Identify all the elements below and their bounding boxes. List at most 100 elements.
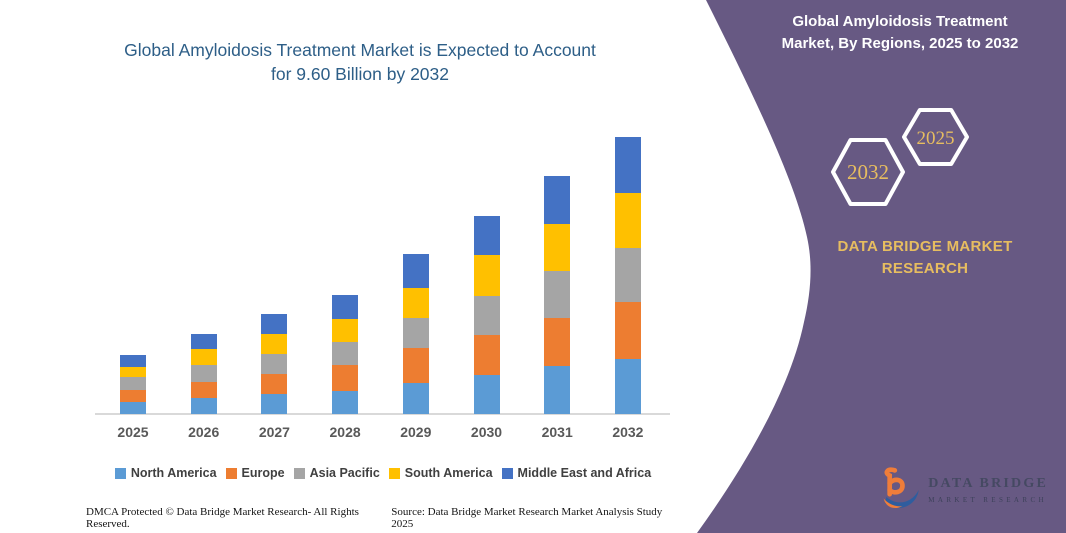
bar-2027 — [261, 314, 288, 414]
x-axis-line — [95, 413, 670, 415]
bar-segment — [120, 402, 146, 414]
chart-title: Global Amyloidosis Treatment Market is E… — [60, 38, 660, 86]
legend: North America Europe Asia Pacific South Ame… — [90, 466, 676, 480]
bar-segment — [402, 288, 429, 319]
hexagon-2032-icon: 2032 — [831, 138, 905, 206]
logo-name: DATA BRIDGE — [928, 476, 1048, 491]
bar-segment — [473, 215, 500, 256]
bar-segment — [544, 366, 571, 414]
bar-segment — [120, 366, 146, 378]
hexagon-2032-label: 2032 — [847, 160, 889, 184]
panel-title-line1: Global Amyloidosis Treatment — [792, 13, 1008, 30]
bar-segment — [402, 318, 429, 349]
bar-segment — [332, 342, 359, 365]
legend-label: South America — [404, 466, 493, 480]
x-axis-label-2027: 2027 — [258, 424, 290, 440]
bar-segment — [120, 377, 146, 391]
bar-segment — [190, 349, 217, 365]
chart-title-line2: for 9.60 Billion by 2032 — [270, 64, 450, 84]
brand-line2: RESEARCH — [881, 260, 969, 277]
bar-segment — [544, 318, 571, 367]
bar-segment — [544, 271, 571, 319]
panel-title-line2: Market, By Regions, 2025 to 2032 — [781, 35, 1019, 52]
bar-segment — [402, 383, 429, 414]
bar-segment — [614, 137, 641, 193]
logo-wordmark: DATA BRIDGE MARKET RESEARCH — [928, 476, 1048, 504]
footer: DMCA Protected © Data Bridge Market Rese… — [86, 506, 674, 530]
bar-segment — [614, 192, 641, 249]
bar-segment — [614, 248, 641, 302]
legend-item: South America — [388, 466, 493, 480]
bar-segment — [614, 358, 641, 414]
dbmr-logo-icon — [883, 467, 919, 509]
footer-source: Source: Data Bridge Market Research Mark… — [391, 506, 663, 530]
bar-2029 — [402, 254, 429, 414]
bar-segment — [190, 381, 217, 398]
bar-segment — [473, 296, 500, 336]
bar-segment — [544, 175, 571, 224]
bar-segment — [261, 374, 288, 395]
legend-label: Europe — [241, 466, 285, 480]
legend-item: North America — [114, 466, 217, 480]
bar-segment — [261, 334, 288, 355]
brand-name: DATA BRIDGE MARKET RESEARCH — [805, 236, 1045, 280]
x-axis-label-2025: 2025 — [117, 424, 149, 440]
logo-tagline: MARKET RESEARCH — [928, 496, 1047, 504]
footer-dmca: DMCA Protected © Data Bridge Market Rese… — [86, 506, 359, 530]
bar-segment — [544, 223, 571, 272]
bar-2025 — [120, 354, 146, 414]
legend-label: Middle East and Africa — [517, 466, 652, 480]
legend-item: Europe — [225, 466, 285, 480]
hexagon-2025-icon: 2025 — [902, 108, 969, 166]
logo-b-glyph-icon — [884, 467, 898, 497]
bar-segment — [120, 390, 146, 403]
bar-segment — [261, 354, 288, 375]
bar-segment — [261, 394, 288, 414]
bar-segment — [332, 364, 359, 391]
bar-2031 — [544, 175, 571, 414]
bar-2030 — [473, 215, 500, 414]
x-axis-label-2032: 2032 — [612, 424, 644, 440]
logo-leaf-swoosh-icon — [883, 498, 903, 509]
bar-2028 — [332, 295, 359, 414]
bar-2032 — [614, 137, 641, 414]
x-axis-label-2026: 2026 — [188, 424, 220, 440]
bar-segment — [190, 397, 217, 414]
logo-d-swoosh-icon — [885, 490, 919, 509]
legend-swatch-icon — [293, 467, 305, 479]
bar-segment — [402, 348, 429, 384]
bar-segment — [261, 314, 288, 335]
dbmr-logo: DATA BRIDGE MARKET RESEARCH — [882, 460, 1048, 520]
x-axis-label-2028: 2028 — [329, 424, 361, 440]
legend-swatch-icon — [501, 467, 513, 479]
bar-segment — [402, 254, 429, 289]
year-hexagons: 2032 2025 — [831, 108, 969, 206]
bar-segment — [473, 375, 500, 414]
legend-swatch-icon — [114, 467, 126, 479]
panel-title: Global Amyloidosis Treatment Market, By … — [760, 11, 1040, 55]
bar-segment — [473, 255, 500, 297]
bar-segment — [190, 364, 217, 382]
chart-title-line1: Global Amyloidosis Treatment Market is E… — [124, 40, 596, 60]
legend-label: North America — [130, 466, 217, 480]
bar-chart: 2025 2026 2027 2028 2029 2030 2031 2032 — [95, 137, 670, 440]
legend-item: Asia Pacific — [293, 466, 380, 480]
bar-segment — [190, 334, 217, 350]
bar-segment — [120, 354, 146, 367]
hexagon-2025-label: 2025 — [917, 128, 955, 149]
legend-swatch-icon — [225, 467, 237, 479]
bar-segment — [332, 295, 359, 319]
bar-segment — [332, 318, 359, 343]
brand-line1: DATA BRIDGE MARKET — [837, 238, 1013, 255]
bar-segment — [332, 390, 359, 414]
bar-segment — [614, 301, 641, 359]
legend-item: Middle East and Africa — [501, 466, 652, 480]
x-axis-label-2029: 2029 — [400, 424, 432, 440]
legend-label: Asia Pacific — [309, 466, 380, 480]
bar-2026 — [190, 334, 217, 414]
x-axis-label-2031: 2031 — [541, 424, 573, 440]
legend-swatch-icon — [388, 467, 400, 479]
bar-segment — [473, 335, 500, 376]
